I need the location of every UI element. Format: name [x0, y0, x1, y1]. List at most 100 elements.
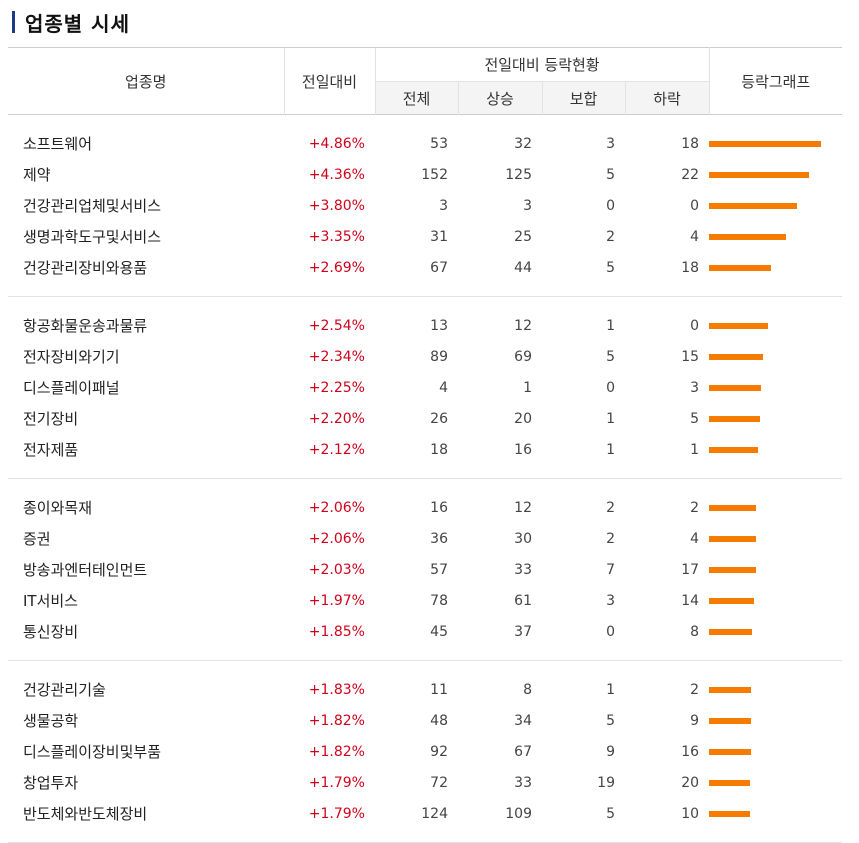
- count-up: 69: [458, 341, 542, 372]
- count-up: 12: [458, 310, 542, 341]
- sector-name-link[interactable]: 전자제품: [8, 434, 284, 465]
- change-rate: +2.12%: [284, 434, 375, 465]
- group-spacer: [8, 115, 842, 129]
- count-flat: 9: [542, 736, 625, 767]
- count-total: 31: [375, 221, 458, 252]
- change-graph: [709, 798, 842, 829]
- count-down: 14: [625, 585, 709, 616]
- change-graph-bar: [709, 687, 751, 693]
- change-graph: [709, 674, 842, 705]
- sector-name-link[interactable]: 통신장비: [8, 616, 284, 647]
- change-rate: +2.03%: [284, 554, 375, 585]
- count-total: 152: [375, 159, 458, 190]
- count-down: 3: [625, 372, 709, 403]
- header-change[interactable]: 전일대비: [284, 48, 375, 115]
- header-sector[interactable]: 업종명: [8, 48, 284, 115]
- count-flat: 0: [542, 616, 625, 647]
- change-graph-bar: [709, 811, 750, 817]
- count-total: 67: [375, 252, 458, 283]
- change-rate: +2.54%: [284, 310, 375, 341]
- count-up: 30: [458, 523, 542, 554]
- sector-name-link[interactable]: 건강관리장비와용품: [8, 252, 284, 283]
- count-flat: 0: [542, 190, 625, 221]
- sector-name-link[interactable]: 창업투자: [8, 767, 284, 798]
- count-flat: 5: [542, 798, 625, 829]
- change-graph: [709, 341, 842, 372]
- sector-name-link[interactable]: 제약: [8, 159, 284, 190]
- count-up: 125: [458, 159, 542, 190]
- change-graph-bar: [709, 323, 768, 329]
- change-rate: +1.82%: [284, 736, 375, 767]
- sector-name-link[interactable]: 전자장비와기기: [8, 341, 284, 372]
- sector-name-link[interactable]: 증권: [8, 523, 284, 554]
- change-graph-bar: [709, 718, 751, 724]
- sector-table: 업종명 전일대비 전일대비 등락현황 등락그래프 전체 상승 보합 하락 소프트…: [8, 47, 842, 843]
- change-graph: [709, 705, 842, 736]
- count-flat: 5: [542, 252, 625, 283]
- count-flat: 1: [542, 674, 625, 705]
- sector-name-link[interactable]: IT서비스: [8, 585, 284, 616]
- page-title: 업종별 시세: [25, 8, 130, 37]
- sector-name-link[interactable]: 건강관리업체및서비스: [8, 190, 284, 221]
- change-rate: +2.06%: [284, 492, 375, 523]
- sector-name-link[interactable]: 생명과학도구및서비스: [8, 221, 284, 252]
- sector-name-link[interactable]: 방송과엔터테인먼트: [8, 554, 284, 585]
- header-up[interactable]: 상승: [458, 82, 542, 115]
- count-up: 37: [458, 616, 542, 647]
- change-graph: [709, 190, 842, 221]
- sector-name-link[interactable]: 건강관리기술: [8, 674, 284, 705]
- change-graph-bar: [709, 385, 761, 391]
- change-rate: +4.86%: [284, 128, 375, 159]
- header-total[interactable]: 전체: [375, 82, 458, 115]
- count-total: 45: [375, 616, 458, 647]
- count-down: 17: [625, 554, 709, 585]
- count-flat: 1: [542, 434, 625, 465]
- count-total: 3: [375, 190, 458, 221]
- sector-name-link[interactable]: 생물공학: [8, 705, 284, 736]
- change-graph: [709, 221, 842, 252]
- count-up: 32: [458, 128, 542, 159]
- count-down: 8: [625, 616, 709, 647]
- section-header: 업종별 시세: [12, 8, 130, 36]
- count-down: 5: [625, 403, 709, 434]
- group-spacer: [8, 297, 842, 310]
- sector-name-link[interactable]: 전기장비: [8, 403, 284, 434]
- count-down: 0: [625, 190, 709, 221]
- count-flat: 19: [542, 767, 625, 798]
- count-flat: 3: [542, 585, 625, 616]
- count-flat: 2: [542, 523, 625, 554]
- change-graph: [709, 128, 842, 159]
- count-total: 13: [375, 310, 458, 341]
- change-graph-bar: [709, 416, 760, 422]
- change-graph: [709, 736, 842, 767]
- change-rate: +1.79%: [284, 767, 375, 798]
- count-up: 16: [458, 434, 542, 465]
- count-total: 18: [375, 434, 458, 465]
- sector-name-link[interactable]: 종이와목재: [8, 492, 284, 523]
- count-down: 18: [625, 252, 709, 283]
- change-graph: [709, 159, 842, 190]
- count-total: 4: [375, 372, 458, 403]
- header-flat[interactable]: 보합: [542, 82, 625, 115]
- sector-name-link[interactable]: 소프트웨어: [8, 128, 284, 159]
- count-up: 109: [458, 798, 542, 829]
- sector-quotes-panel: 업종별 시세 업종명 전일대비 전일대비 등락현황 등락그래프 전체 상승 보합…: [0, 0, 859, 821]
- sector-name-link[interactable]: 디스플레이장비및부품: [8, 736, 284, 767]
- count-total: 11: [375, 674, 458, 705]
- count-flat: 0: [542, 372, 625, 403]
- sector-name-link[interactable]: 디스플레이패널: [8, 372, 284, 403]
- change-graph-bar: [709, 265, 771, 271]
- header-down[interactable]: 하락: [625, 82, 709, 115]
- sector-name-link[interactable]: 반도체와반도체장비: [8, 798, 284, 829]
- change-graph: [709, 523, 842, 554]
- change-graph: [709, 434, 842, 465]
- change-graph: [709, 310, 842, 341]
- sector-name-link[interactable]: 항공화물운송과물류: [8, 310, 284, 341]
- change-rate: +2.69%: [284, 252, 375, 283]
- count-total: 26: [375, 403, 458, 434]
